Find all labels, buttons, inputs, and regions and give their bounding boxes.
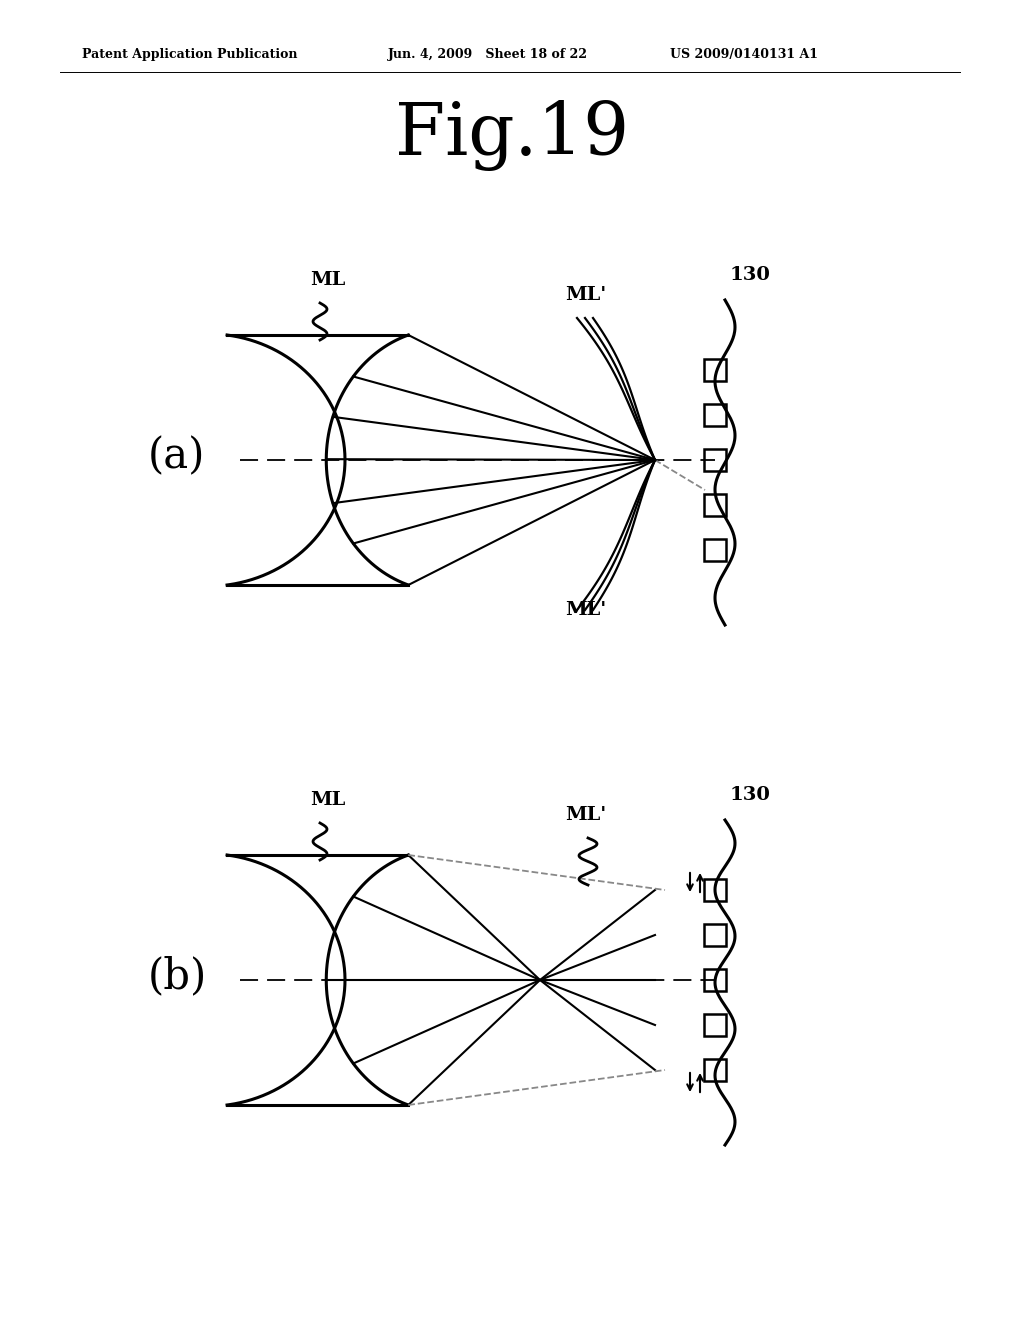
Bar: [705, 539, 726, 561]
Text: Jun. 4, 2009   Sheet 18 of 22: Jun. 4, 2009 Sheet 18 of 22: [388, 48, 588, 61]
Text: Patent Application Publication: Patent Application Publication: [82, 48, 298, 61]
Bar: [705, 494, 726, 516]
Text: US 2009/0140131 A1: US 2009/0140131 A1: [670, 48, 818, 61]
Bar: [705, 449, 726, 471]
Text: ML': ML': [565, 601, 606, 619]
Text: ML: ML: [310, 791, 345, 809]
Bar: [705, 924, 726, 946]
Bar: [705, 404, 726, 426]
Text: ML': ML': [565, 807, 606, 824]
Text: (a): (a): [148, 436, 206, 477]
Bar: [705, 969, 726, 991]
Text: ML: ML: [310, 271, 345, 289]
Text: 130: 130: [730, 785, 771, 804]
Text: Fig.19: Fig.19: [395, 100, 629, 172]
Bar: [705, 1014, 726, 1036]
Bar: [705, 1059, 726, 1081]
Text: 130: 130: [730, 267, 771, 284]
Bar: [705, 359, 726, 381]
Bar: [705, 879, 726, 902]
Text: ML': ML': [565, 286, 606, 304]
Text: (b): (b): [148, 954, 207, 997]
